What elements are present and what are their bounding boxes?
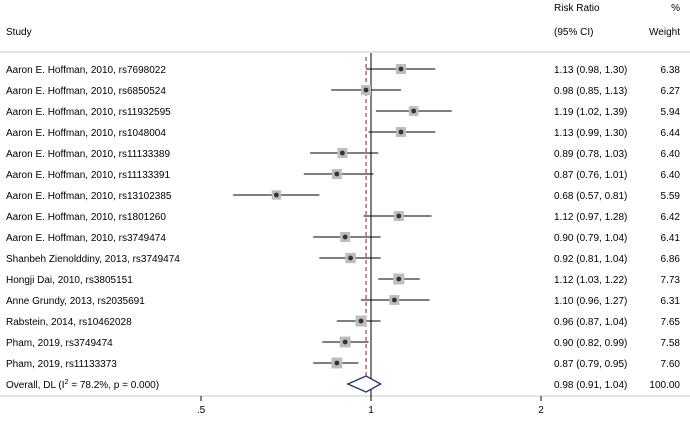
point-estimate — [342, 234, 348, 240]
point-estimate — [348, 255, 353, 261]
study-ci: 1.12 (0.97, 1.28) — [554, 212, 627, 223]
point-estimate — [342, 339, 348, 345]
study-label: Pham, 2019, rs3749474 — [6, 338, 113, 349]
study-weight: 7.58 — [661, 338, 681, 349]
study-label: Shanbeh Zienolddiny, 2013, rs3749474 — [6, 254, 180, 265]
overall-weight: 100.00 — [649, 380, 680, 391]
study-label: Aaron E. Hoffman, 2010, rs11932595 — [6, 107, 171, 118]
study-label: Rabstein, 2014, rs10462028 — [6, 317, 132, 328]
study-label: Aaron E. Hoffman, 2010, rs7698022 — [6, 65, 166, 76]
study-weight: 5.94 — [661, 107, 681, 118]
study-ci: 0.92 (0.81, 1.04) — [554, 254, 627, 265]
study-weight: 7.60 — [661, 359, 681, 370]
study-label: Aaron E. Hoffman, 2010, rs1801260 — [6, 212, 166, 223]
point-estimate — [398, 129, 404, 135]
study-weight: 7.73 — [661, 275, 681, 286]
study-label: Aaron E. Hoffman, 2010, rs1048004 — [6, 128, 166, 139]
point-estimate — [411, 108, 417, 114]
study-ci: 0.96 (0.87, 1.04) — [554, 317, 627, 328]
study-label: Anne Grundy, 2013, rs2035691 — [6, 296, 145, 307]
study-weight: 7.65 — [661, 317, 681, 328]
axis-tick-label: 2 — [538, 405, 544, 416]
study-weight: 6.42 — [661, 212, 681, 223]
point-estimate — [334, 360, 340, 366]
axis-tick-label: .5 — [197, 405, 206, 416]
study-label: Pham, 2019, rs11133373 — [6, 359, 117, 370]
header-weight: Weight — [649, 27, 680, 38]
study-ci: 1.10 (0.96, 1.27) — [554, 296, 627, 307]
study-weight: 5.59 — [661, 191, 681, 202]
point-estimate — [274, 192, 279, 198]
point-estimate — [396, 276, 402, 282]
study-label: Aaron E. Hoffman, 2010, rs13102385 — [6, 191, 172, 202]
study-ci: 1.12 (1.03, 1.22) — [554, 275, 627, 286]
study-weight: 6.41 — [661, 233, 681, 244]
study-weight: 6.40 — [661, 149, 681, 160]
point-estimate — [363, 87, 369, 93]
study-ci: 1.13 (0.99, 1.30) — [554, 128, 627, 139]
point-estimate — [358, 318, 364, 324]
study-ci: 0.90 (0.82, 0.99) — [554, 338, 627, 349]
axis-tick-label: 1 — [368, 405, 374, 416]
study-weight: 6.86 — [661, 254, 681, 265]
header-percent: % — [671, 3, 680, 14]
point-estimate — [340, 150, 345, 156]
study-label: Aaron E. Hoffman, 2010, rs6850524 — [6, 86, 166, 97]
study-ci: 1.19 (1.02, 1.39) — [554, 107, 627, 118]
overall-ci: 0.98 (0.91, 1.04) — [554, 380, 627, 391]
study-ci: 0.89 (0.78, 1.03) — [554, 149, 627, 160]
study-weight: 6.31 — [661, 296, 681, 307]
overall-diamond — [346, 375, 383, 393]
x-axis: .5 1 2 — [197, 396, 544, 416]
study-ci: 1.13 (0.98, 1.30) — [554, 65, 627, 76]
point-estimate — [398, 66, 404, 72]
overall-label: Overall, DL (I2 = 78.2%, p = 0.000) — [6, 379, 159, 391]
point-estimate — [391, 297, 397, 303]
study-ci: 0.68 (0.57, 0.81) — [554, 191, 627, 202]
study-weight: 6.27 — [661, 86, 681, 97]
study-label: Aaron E. Hoffman, 2010, rs11133389 — [6, 149, 170, 160]
row-labels: Aaron E. Hoffman, 2010, rs7698022 1.13 (0… — [6, 65, 680, 391]
plot-marks — [233, 53, 452, 396]
header-study: Study — [6, 27, 32, 38]
header-ci: (95% CI) — [554, 27, 593, 38]
study-ci: 0.87 (0.76, 1.01) — [554, 170, 627, 181]
study-weight: 6.38 — [661, 65, 681, 76]
study-weight: 6.40 — [661, 170, 681, 181]
study-label: Aaron E. Hoffman, 2010, rs3749474 — [6, 233, 166, 244]
study-label: Aaron E. Hoffman, 2010, rs11133391 — [6, 170, 170, 181]
point-estimate — [334, 171, 340, 177]
study-ci: 0.87 (0.79, 0.95) — [554, 359, 627, 370]
header-risk-ratio: Risk Ratio — [554, 3, 600, 14]
study-weight: 6.44 — [661, 128, 681, 139]
point-estimate — [396, 213, 402, 219]
study-label: Hongji Dai, 2010, rs3805151 — [6, 275, 133, 286]
study-ci: 0.98 (0.85, 1.13) — [554, 86, 627, 97]
study-ci: 0.90 (0.79, 1.04) — [554, 233, 627, 244]
